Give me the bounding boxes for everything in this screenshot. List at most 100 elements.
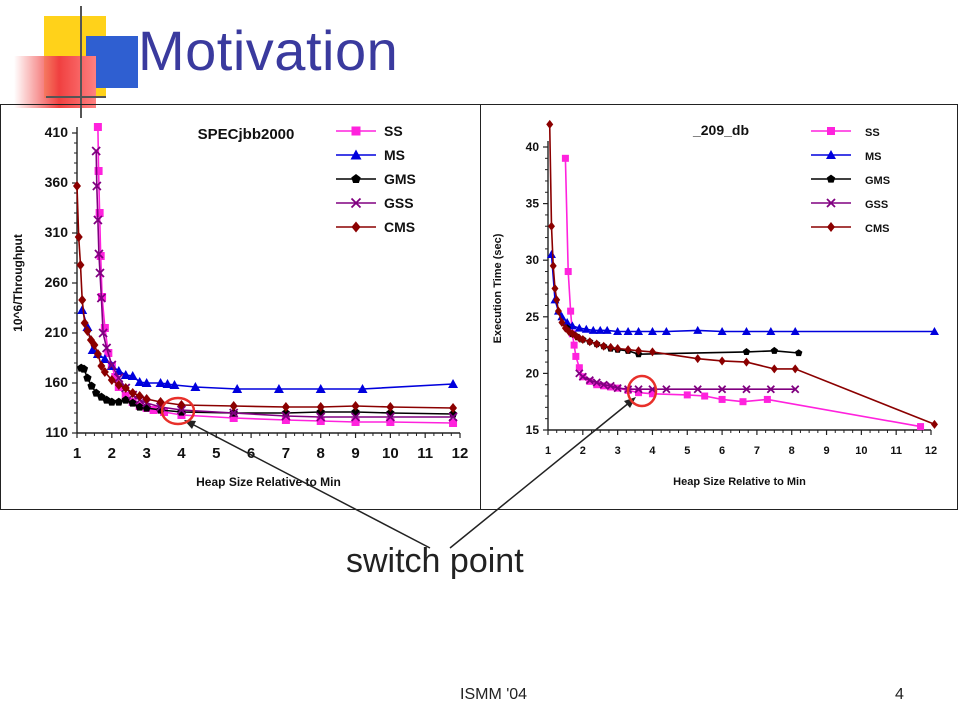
left-legend-item-ms: MS — [336, 147, 405, 163]
left-data-point-gms — [351, 407, 360, 416]
right-data-point-ms — [581, 324, 591, 333]
left-data-point-cms — [78, 295, 87, 305]
left-x-tick-label: 1 — [73, 445, 81, 462]
left-y-tick-label: 410 — [45, 124, 69, 140]
left-legend-marker — [350, 149, 362, 160]
left-x-tick-label: 7 — [282, 445, 290, 462]
left-y-axis-label: 10^6/Throughput — [11, 234, 25, 332]
left-data-point-gms — [83, 373, 92, 382]
right-chart-title: _209_db — [692, 122, 749, 138]
left-data-point-ms — [141, 378, 152, 387]
right-data-point-cms — [579, 334, 587, 344]
left-x-tick-label: 9 — [351, 445, 359, 462]
right-data-point-ms — [741, 327, 751, 336]
left-data-point-cms — [73, 181, 81, 191]
right-legend-item-ms: MS — [811, 150, 882, 163]
left-legend-item-ss: SS — [336, 123, 403, 139]
left-data-point-cms — [386, 402, 395, 412]
right-data-point-cms — [635, 346, 643, 356]
right-data-point-cms — [568, 329, 576, 339]
right-data-point-ss — [564, 268, 572, 276]
chart-panel — [0, 104, 958, 510]
right-data-point-cms — [600, 341, 608, 351]
right-data-point-cms — [770, 364, 778, 374]
right-y-tick-label: 25 — [526, 310, 540, 324]
right-data-point-cms — [624, 345, 632, 355]
right-x-tick-label: 5 — [684, 445, 690, 457]
right-data-point-gms — [795, 349, 803, 357]
left-x-tick-label: 8 — [317, 445, 325, 462]
left-data-point-gss — [94, 249, 104, 259]
left-data-point-gss — [281, 411, 291, 421]
right-data-point-ms — [929, 327, 939, 336]
left-data-point-cms — [74, 232, 83, 242]
left-data-point-cms — [142, 394, 151, 404]
right-data-point-ss — [570, 341, 578, 349]
right-data-point-cms — [547, 221, 555, 231]
left-data-point-cms — [135, 391, 144, 401]
right-legend-label: CMS — [865, 223, 889, 235]
left-data-point-cms — [114, 380, 123, 390]
left-x-tick-label: 11 — [417, 445, 433, 462]
left-data-point-cms — [449, 403, 458, 413]
left-legend-item-gss: GSS — [336, 195, 414, 211]
right-data-point-gss — [742, 385, 751, 394]
left-data-point-cms — [76, 260, 85, 270]
left-data-point-ss — [93, 123, 102, 131]
right-data-point-ms — [595, 325, 605, 334]
right-data-point-cms — [694, 354, 702, 364]
left-data-point-gms — [135, 402, 144, 411]
left-legend-label: MS — [384, 147, 405, 163]
right-data-point-cms — [593, 339, 601, 349]
left-data-point-ms — [315, 384, 326, 393]
right-data-point-cms — [554, 306, 562, 316]
left-data-point-cms — [281, 402, 290, 412]
right-x-tick-label: 10 — [855, 445, 867, 457]
right-legend-label: GMS — [865, 175, 890, 187]
left-data-point-ms — [99, 354, 110, 363]
right-data-point-gss — [693, 385, 702, 394]
left-data-point-cms — [177, 400, 186, 410]
right-data-point-ss — [683, 391, 691, 399]
right-y-tick-label: 15 — [526, 423, 540, 437]
left-legend-item-cms: CMS — [336, 219, 415, 235]
left-data-point-ss — [160, 408, 169, 416]
left-data-point-ms — [448, 379, 459, 388]
right-legend-marker — [826, 150, 836, 159]
left-data-point-gss — [385, 412, 396, 422]
left-data-point-gss — [114, 373, 124, 383]
left-y-tick-label: 310 — [45, 224, 69, 240]
right-data-point-ss — [648, 390, 656, 398]
right-data-point-cms — [572, 331, 580, 341]
arrowhead-right — [624, 397, 636, 408]
right-data-point-gms — [770, 346, 778, 354]
left-data-point-ss — [449, 419, 458, 427]
right-data-point-gss — [606, 381, 615, 390]
right-data-point-ms — [557, 312, 567, 321]
right-data-point-cms — [551, 284, 559, 293]
left-data-point-cms — [351, 401, 360, 411]
left-data-point-cms — [80, 318, 89, 328]
left-data-point-ss — [281, 416, 290, 424]
left-data-point-cms — [316, 402, 325, 412]
left-y-tick-label: 210 — [45, 324, 69, 340]
left-x-tick-label: 5 — [212, 445, 220, 462]
right-data-point-gss — [717, 385, 727, 394]
right-series-gss — [575, 369, 800, 394]
left-x-tick-label: 3 — [142, 445, 150, 462]
left-data-point-gss — [95, 268, 105, 278]
right-data-point-ss — [917, 423, 925, 431]
left-y-tick-label: 360 — [45, 174, 69, 190]
right-legend-marker — [827, 127, 835, 135]
left-legend-label: GMS — [384, 171, 416, 187]
right-x-tick-label: 11 — [890, 445, 902, 457]
right-x-tick-label: 2 — [580, 445, 586, 457]
left-data-point-ms — [162, 379, 173, 388]
right-data-point-ss — [739, 398, 747, 406]
left-data-point-ss — [149, 406, 158, 414]
right-data-point-gss — [766, 385, 775, 394]
right-series-cms — [546, 119, 938, 429]
right-legend-marker — [826, 198, 836, 208]
